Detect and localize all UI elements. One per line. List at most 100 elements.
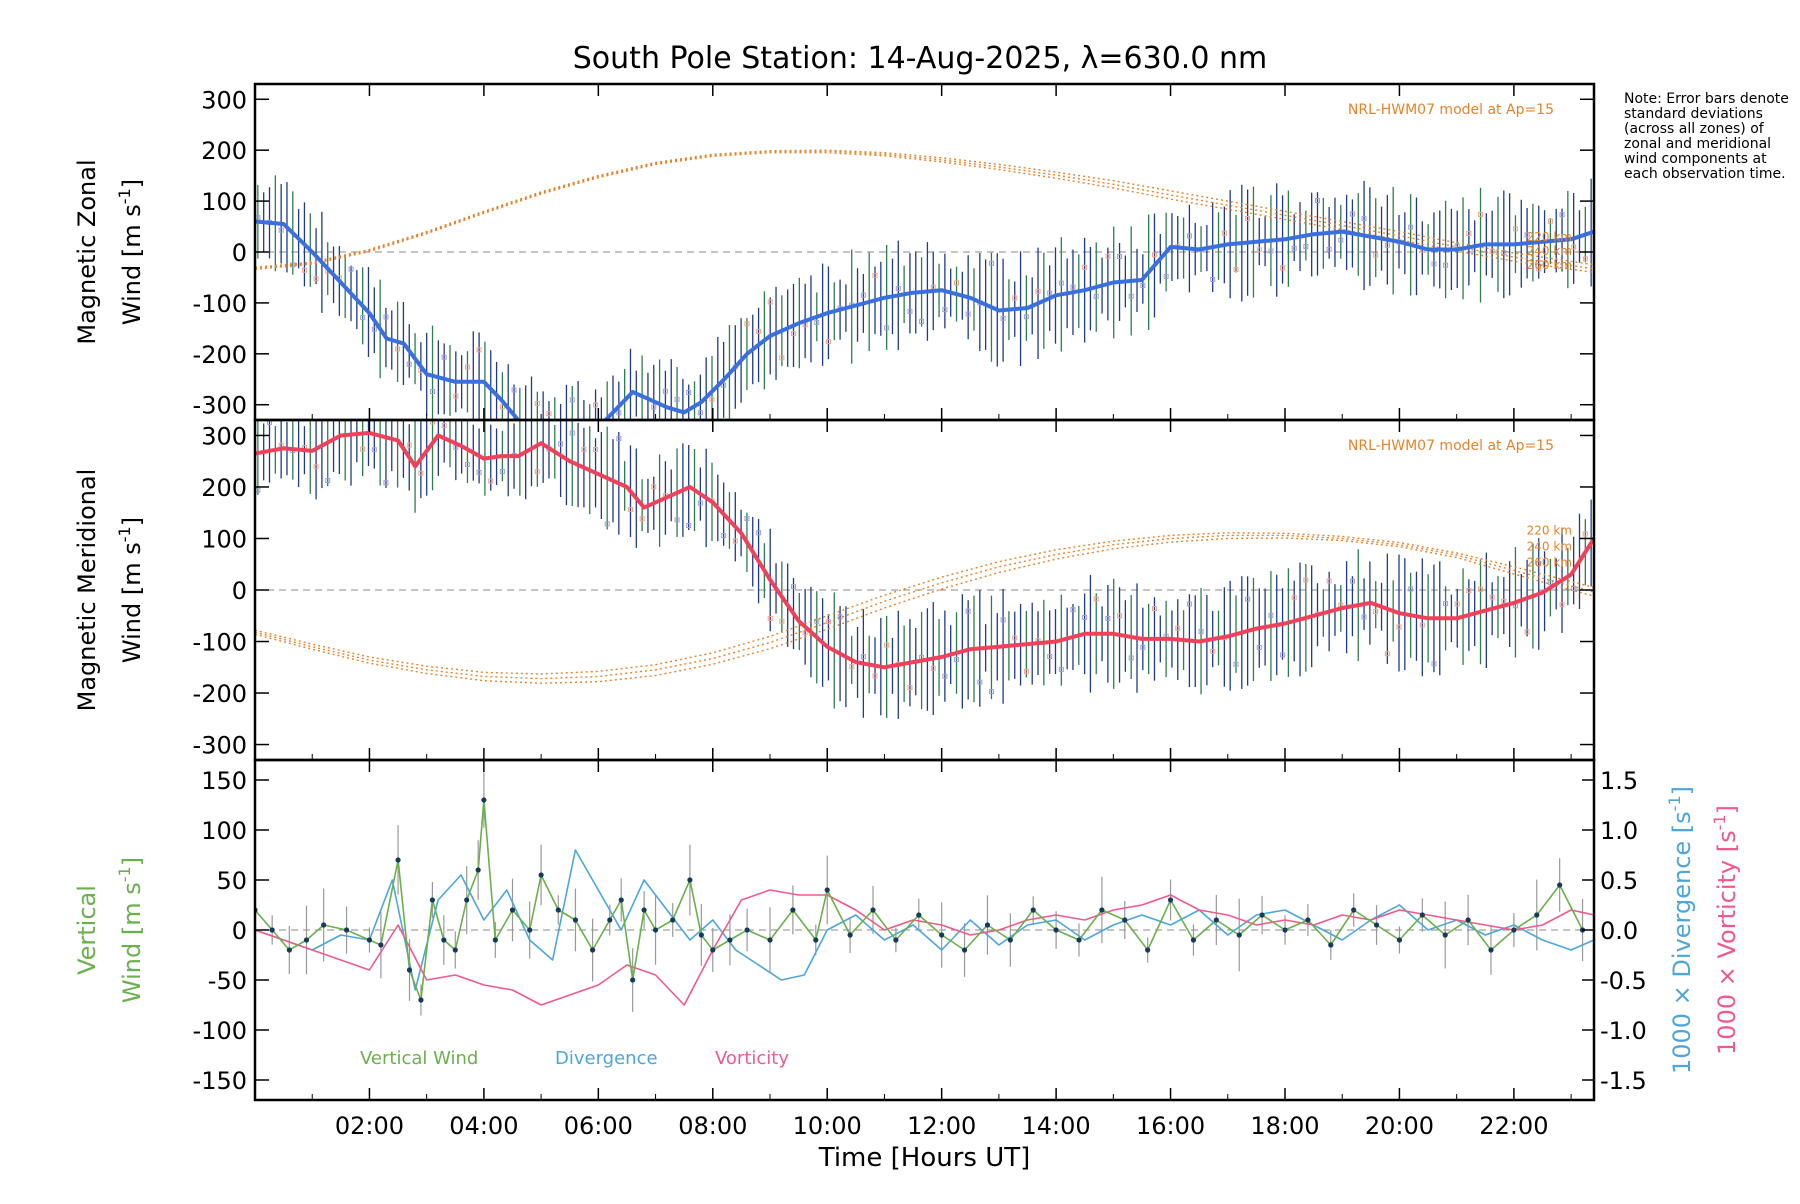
y2-tick-label: 1.5 xyxy=(1600,767,1638,795)
y-tick-label: -150 xyxy=(193,1067,247,1095)
zone-marker xyxy=(1373,608,1379,614)
zone-marker xyxy=(581,447,587,453)
zone-marker xyxy=(534,401,540,407)
zone-marker xyxy=(1117,253,1123,259)
zone-marker xyxy=(895,286,901,292)
vertical-wind-point xyxy=(321,922,327,928)
zone-marker xyxy=(395,346,401,352)
zone-marker xyxy=(767,615,773,621)
zone-marker xyxy=(1245,216,1251,222)
zone-marker xyxy=(1233,266,1239,272)
model-label: NRL-HWM07 model at Ap=15 xyxy=(1348,438,1554,454)
zone-marker xyxy=(1140,283,1146,289)
zone-marker xyxy=(464,461,470,467)
vertical-wind-point xyxy=(939,932,945,938)
zone-marker xyxy=(313,464,319,470)
vertical-wind-point xyxy=(870,907,876,913)
zone-marker xyxy=(930,665,936,671)
y2-tick-label: 0.5 xyxy=(1600,867,1638,895)
zone-marker xyxy=(686,389,692,395)
zone-marker xyxy=(1186,601,1192,607)
vertical-wind-point xyxy=(790,907,796,913)
y-tick-label: 300 xyxy=(201,422,247,450)
y-axis-title-line1: Magnetic Zonal xyxy=(73,159,101,344)
y-tick-label: -300 xyxy=(193,392,247,420)
y2-tick-label: -1.5 xyxy=(1600,1067,1647,1095)
zone-marker xyxy=(1093,596,1099,602)
x-tick-label: 18:00 xyxy=(1250,1112,1319,1140)
measured-wind-line xyxy=(255,430,1594,670)
vertical-wind-point xyxy=(1213,917,1219,923)
zone-marker xyxy=(674,517,680,523)
zone-marker xyxy=(965,311,971,317)
zone-marker xyxy=(674,396,680,402)
vertical-wind-point xyxy=(1236,932,1242,938)
vertical-wind-point xyxy=(893,937,899,943)
zone-marker xyxy=(1408,586,1414,592)
zone-marker xyxy=(779,618,785,624)
zone-marker xyxy=(988,260,994,266)
x-tick-label: 20:00 xyxy=(1365,1112,1434,1140)
zone-marker xyxy=(1547,580,1553,586)
vertical-wind-point xyxy=(710,947,716,953)
y-axis-title-exp: -1 xyxy=(115,188,134,204)
vertical-wind-point xyxy=(652,927,659,933)
zone-marker xyxy=(814,618,820,624)
vertical-wind-point xyxy=(378,942,384,948)
zone-marker xyxy=(1443,262,1449,268)
zone-marker xyxy=(430,420,436,425)
x-tick-label: 16:00 xyxy=(1136,1112,1205,1140)
zone-marker xyxy=(1117,613,1123,619)
zone-marker xyxy=(546,411,552,417)
y2-tick-label: -0.5 xyxy=(1600,967,1647,995)
y-tick-label: 150 xyxy=(201,767,247,795)
zone-marker xyxy=(616,410,622,416)
y-tick-label: -100 xyxy=(193,629,247,657)
divergence-axis-title: 1000 × Divergence [s-1] xyxy=(1665,786,1696,1074)
zone-marker xyxy=(1443,601,1449,607)
altitude-label: 220 km xyxy=(1527,230,1572,244)
zone-marker xyxy=(1512,226,1518,232)
legend-label: Vorticity xyxy=(715,1048,789,1069)
zone-marker xyxy=(1280,652,1286,658)
zone-marker xyxy=(1524,629,1530,635)
zone-marker xyxy=(1349,211,1355,217)
y-axis-title-line2: Wind [m s-1] xyxy=(115,857,146,1003)
zone-marker xyxy=(709,396,715,402)
zone-marker xyxy=(1175,625,1181,631)
zone-marker xyxy=(1582,531,1588,537)
zone-marker xyxy=(1105,253,1111,259)
divergence-axis-title-main: 1000 × Divergence [s xyxy=(1668,811,1696,1074)
note-text: Note: Error bars denote standard deviati… xyxy=(1624,91,1789,182)
zone-marker xyxy=(1536,561,1542,567)
vertical-wind-point xyxy=(1053,927,1059,933)
zone-marker xyxy=(732,538,738,544)
zone-marker xyxy=(954,280,960,286)
model-label: NRL-HWM07 model at Ap=15 xyxy=(1348,102,1554,118)
vertical-wind-point xyxy=(1442,932,1448,938)
zone-marker xyxy=(779,355,785,361)
zone-marker xyxy=(371,326,377,332)
zone-marker xyxy=(1291,595,1297,601)
vertical-wind-point xyxy=(824,887,830,893)
y-axis-title-units: Wind [m s xyxy=(118,204,146,325)
zone-marker xyxy=(1559,602,1565,608)
zone-marker xyxy=(1280,265,1286,271)
zone-marker xyxy=(1408,224,1414,230)
y-axis-title-line1: Magnetic Meridional xyxy=(73,469,101,712)
divergence-axis-title-exp: -1 xyxy=(1665,795,1684,811)
zone-marker xyxy=(383,314,389,320)
y-axis-title-end: ] xyxy=(118,517,146,526)
y-tick-label: 0 xyxy=(232,239,247,267)
altitude-label: 220 km xyxy=(1527,523,1572,537)
x-tick-label: 02:00 xyxy=(335,1112,404,1140)
altitude-label: 260 km xyxy=(1527,258,1572,272)
zone-marker xyxy=(1012,295,1018,301)
zone-marker xyxy=(476,347,482,353)
zone-marker xyxy=(1082,614,1088,620)
zone-marker xyxy=(593,447,599,453)
zone-marker xyxy=(744,515,750,521)
y-tick-label: 100 xyxy=(201,817,247,845)
vertical-wind-point xyxy=(961,947,968,953)
vertical-wind-point xyxy=(418,997,424,1003)
